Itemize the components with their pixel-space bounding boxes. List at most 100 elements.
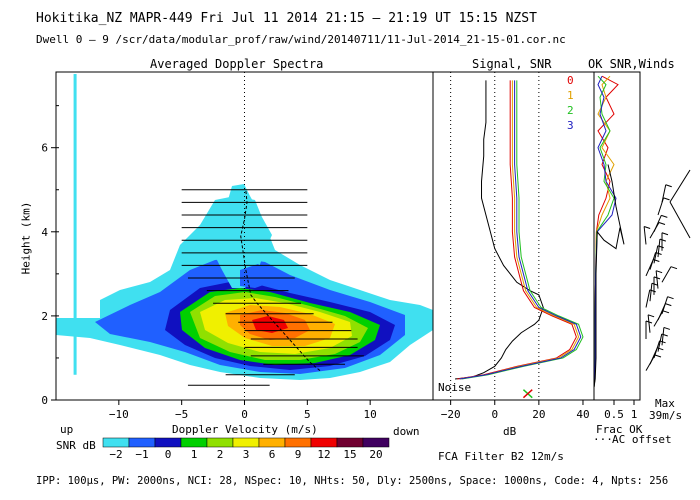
doppler-axis-label: Doppler Velocity (m/s) [172,423,318,436]
wind-barb-flag [651,282,659,286]
winds-frame [593,71,641,401]
x-tick-label: 0.5 [604,408,624,421]
x-tick-label: 5 [304,408,311,421]
colorbar-tick-label: 15 [343,448,356,461]
wind-barb-flag [658,222,666,225]
beam-label-3: 3 [567,119,574,132]
x-tick-label: 40 [576,408,589,421]
colorbar-swatch [180,437,208,448]
snr-contour-band [208,184,272,288]
frac-ok-line [593,75,617,388]
snr-contour-band [252,316,288,333]
max-wind-value: 39m/s [649,409,683,422]
wind-barb [653,245,659,264]
colorbar-tick-label: 1 [191,448,198,461]
wind-barb [649,283,653,302]
beam-label-2: 2 [567,104,574,117]
y-tick-label: 0 [41,394,48,407]
x-tick-label: −10 [109,408,129,421]
y-tick-label: 2 [41,310,48,323]
x-tick-label: 0 [241,408,248,421]
wind-barb-flag [654,354,662,358]
wind-barb [649,252,657,270]
ac-offset-legend: AC offset [612,433,672,446]
filter-label: FCA Filter B2 12m/s [438,450,564,463]
max-wind-arrow [669,169,691,203]
colorbar-swatch [362,437,390,448]
spectra-title: Averaged Doppler Spectra [150,57,324,71]
wind-barb-flag [661,214,668,218]
x-tick-label: 1 [631,408,638,421]
x-tick-label: 10 [364,408,377,421]
y-tick-label: 6 [41,142,48,155]
snr-series-line [454,80,544,380]
colorbar-tick-label: 2 [217,448,224,461]
max-wind-arrow [669,201,691,239]
wind-barb-flag [643,226,651,229]
y-tick-label: 4 [41,226,48,239]
page-title: Hokitika_NZ MAPR-449 Fri Jul 11 2014 21:… [36,11,537,26]
direction-up-label: up [60,423,74,436]
wind-barb-flag [665,184,672,188]
x-tick-label: −5 [175,408,188,421]
winds-title: OK SNR,Winds [588,57,675,71]
wind-barb [653,215,662,232]
wind-barb-flag [655,270,663,274]
colorbar-tick-label: 3 [243,448,250,461]
wind-barb-flag [670,266,678,270]
wind-barb [661,327,665,346]
colorbar-label: SNR dB [56,439,96,452]
colorbar-swatch [154,437,182,448]
wind-barb [647,314,651,333]
colorbar-swatch [336,437,364,448]
radar-params: IPP: 100μs, PW: 2000ns, NCI: 28, NSpec: … [36,475,669,487]
wind-barb-flag [647,314,655,318]
noise-label: Noise [438,381,472,394]
wind-barb [653,340,661,359]
wind-barb-flag [659,238,667,242]
wind-barb [657,239,661,258]
colorbar-tick-label: 9 [295,448,302,461]
snr-contour-band [73,74,77,375]
snr-db-axis-label: dB [503,425,517,438]
wind-barb [657,333,663,352]
x-tick-label: −20 [441,408,461,421]
colorbar-swatch [206,437,234,448]
colorbar-swatch [232,437,260,448]
wind-barb-flag [667,296,674,300]
wind-barb [661,296,669,314]
colorbar-tick-label: 0 [165,448,172,461]
x-tick-label: 0 [491,408,498,421]
snr-series-line [461,80,584,380]
wind-barb [661,184,667,203]
x-tick-label: 20 [532,408,545,421]
colorbar-tick-label: 6 [269,448,276,461]
ac-offset-legend-marker: ··· [593,433,613,446]
colorbar-swatch [102,437,130,448]
colorbar-tick-label: 20 [369,448,382,461]
direction-down-label: down [393,425,420,438]
beam-label-0: 0 [567,74,574,87]
mean-velocity-profile [240,189,321,371]
colorbar-tick-label: −1 [135,448,148,461]
wind-barb-flag [663,326,671,330]
wind-barb-flag [661,232,669,236]
wind-barb [655,270,659,289]
wind-barb [661,266,672,283]
beam-label-1: 1 [567,89,574,102]
noise-marker [522,389,533,399]
snr-title: Signal, SNR [472,57,552,71]
frac-ok-legend: Frac OK [596,423,643,436]
colorbar-swatch [310,437,338,448]
max-wind-label: Max [655,397,675,410]
colorbar-swatch [284,437,312,448]
snr-series-line [459,80,582,380]
wind-barb [645,289,651,308]
colorbar-swatch [128,437,156,448]
wind-barb-flag [665,303,672,307]
colorbar-tick-label: 12 [317,448,330,461]
colorbar-tick-label: −2 [109,448,122,461]
wind-barb-flag [663,197,670,201]
colorbar-swatch [258,437,286,448]
